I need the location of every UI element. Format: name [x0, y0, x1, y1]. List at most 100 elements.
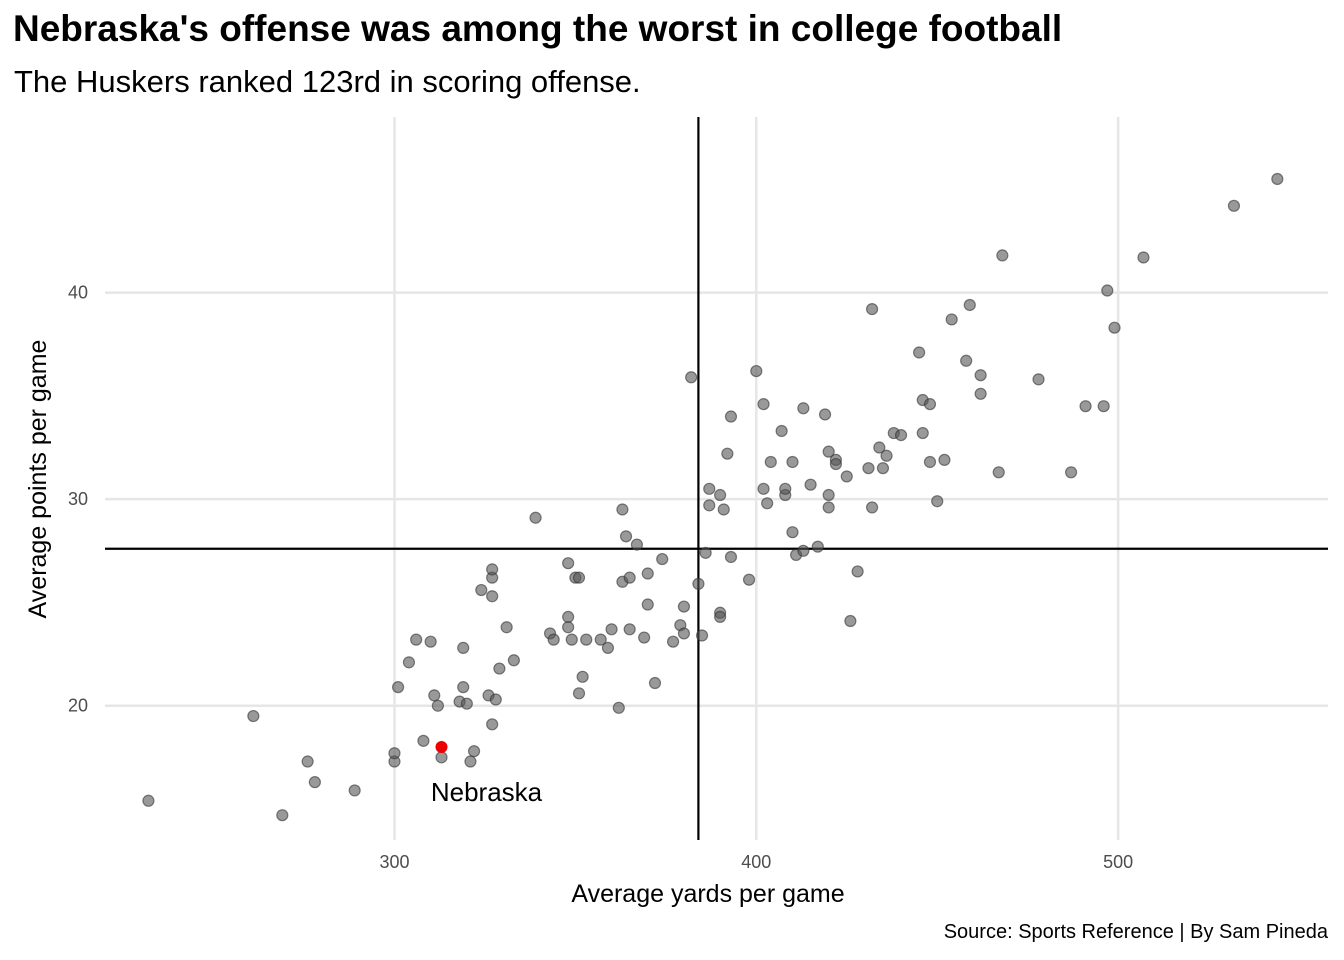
data-point — [580, 633, 593, 646]
data-point — [775, 424, 788, 438]
data-point — [721, 447, 734, 460]
data-point — [486, 590, 499, 603]
data-point — [247, 709, 260, 723]
data-point — [996, 249, 1009, 262]
data-point — [703, 482, 716, 495]
data-point — [666, 635, 680, 648]
data-point — [844, 614, 857, 628]
data-point — [562, 557, 575, 570]
data-point — [301, 755, 314, 768]
data-point — [388, 747, 401, 760]
data-point — [873, 441, 886, 454]
data-point — [641, 567, 654, 580]
data-point — [1101, 284, 1114, 297]
data-point — [963, 298, 976, 312]
data-point — [562, 610, 575, 624]
data-point — [562, 621, 575, 634]
x-tick-label: 300 — [379, 852, 409, 872]
data-point — [724, 550, 738, 564]
data-point — [822, 488, 835, 502]
data-point — [428, 689, 441, 702]
data-point — [493, 662, 506, 675]
data-point — [500, 621, 513, 634]
data-point — [822, 445, 835, 458]
data-point — [865, 501, 879, 514]
data-point — [829, 457, 843, 471]
y-tick-label: 30 — [68, 489, 88, 509]
data-point — [913, 346, 926, 359]
data-point — [605, 623, 618, 636]
data-point — [507, 654, 520, 667]
data-point — [931, 495, 944, 508]
data-point — [677, 627, 691, 640]
x-axis-title: Average yards per game — [571, 880, 844, 908]
data-point — [467, 745, 481, 758]
data-point — [1227, 199, 1241, 212]
data-point — [391, 681, 405, 694]
data-point — [630, 538, 643, 551]
data-point — [1271, 172, 1284, 186]
data-point — [435, 751, 448, 764]
data-point — [623, 623, 636, 636]
data-point — [486, 563, 499, 576]
data-point — [457, 681, 470, 694]
data-point — [565, 633, 578, 646]
data-point — [840, 470, 853, 483]
y-tick-label: 40 — [68, 283, 88, 303]
data-point — [894, 429, 908, 442]
data-point — [797, 544, 810, 557]
data-point — [623, 571, 636, 584]
data-point — [786, 526, 799, 539]
data-point — [851, 565, 864, 578]
data-point — [460, 697, 473, 710]
data-point — [648, 676, 662, 690]
data-point — [594, 633, 607, 646]
data-point — [431, 699, 444, 712]
data-point — [677, 600, 691, 613]
data-point — [276, 809, 289, 822]
data-point — [757, 398, 770, 411]
data-point — [703, 499, 716, 512]
data-point — [475, 583, 488, 597]
nebraska-point — [435, 741, 448, 754]
data-point — [923, 455, 937, 469]
data-point — [529, 511, 542, 524]
data-point — [616, 503, 629, 516]
data-point — [724, 410, 738, 423]
data-point — [685, 371, 698, 384]
data-points — [142, 172, 1284, 822]
data-point — [424, 635, 437, 648]
data-point — [308, 776, 321, 789]
data-point — [797, 402, 810, 415]
data-point — [876, 462, 890, 475]
data-point — [572, 571, 586, 584]
data-point — [865, 303, 879, 316]
data-point — [402, 656, 416, 669]
data-point — [1032, 373, 1045, 386]
data-point — [880, 449, 893, 462]
y-axis-ticks: 20 30 40 — [68, 283, 88, 716]
data-point — [1079, 400, 1092, 413]
data-point — [938, 453, 951, 467]
data-point — [576, 670, 589, 683]
data-point — [417, 734, 430, 747]
data-point — [601, 641, 615, 654]
data-point — [547, 633, 560, 646]
data-point — [992, 466, 1005, 479]
data-point — [1097, 400, 1110, 413]
source-caption: Source: Sports Reference | By Sam Pineda — [943, 921, 1328, 943]
data-point — [717, 503, 730, 516]
data-point — [572, 687, 586, 700]
data-point — [761, 497, 774, 510]
data-point — [764, 455, 777, 469]
nebraska-label: Nebraska — [431, 777, 543, 807]
data-point — [692, 577, 705, 590]
data-point — [489, 693, 502, 706]
data-point — [974, 387, 987, 400]
data-point — [457, 641, 470, 654]
data-point — [786, 455, 799, 469]
data-point — [757, 482, 770, 495]
highlight-group: Nebraska — [431, 741, 543, 807]
data-point — [1108, 321, 1121, 334]
